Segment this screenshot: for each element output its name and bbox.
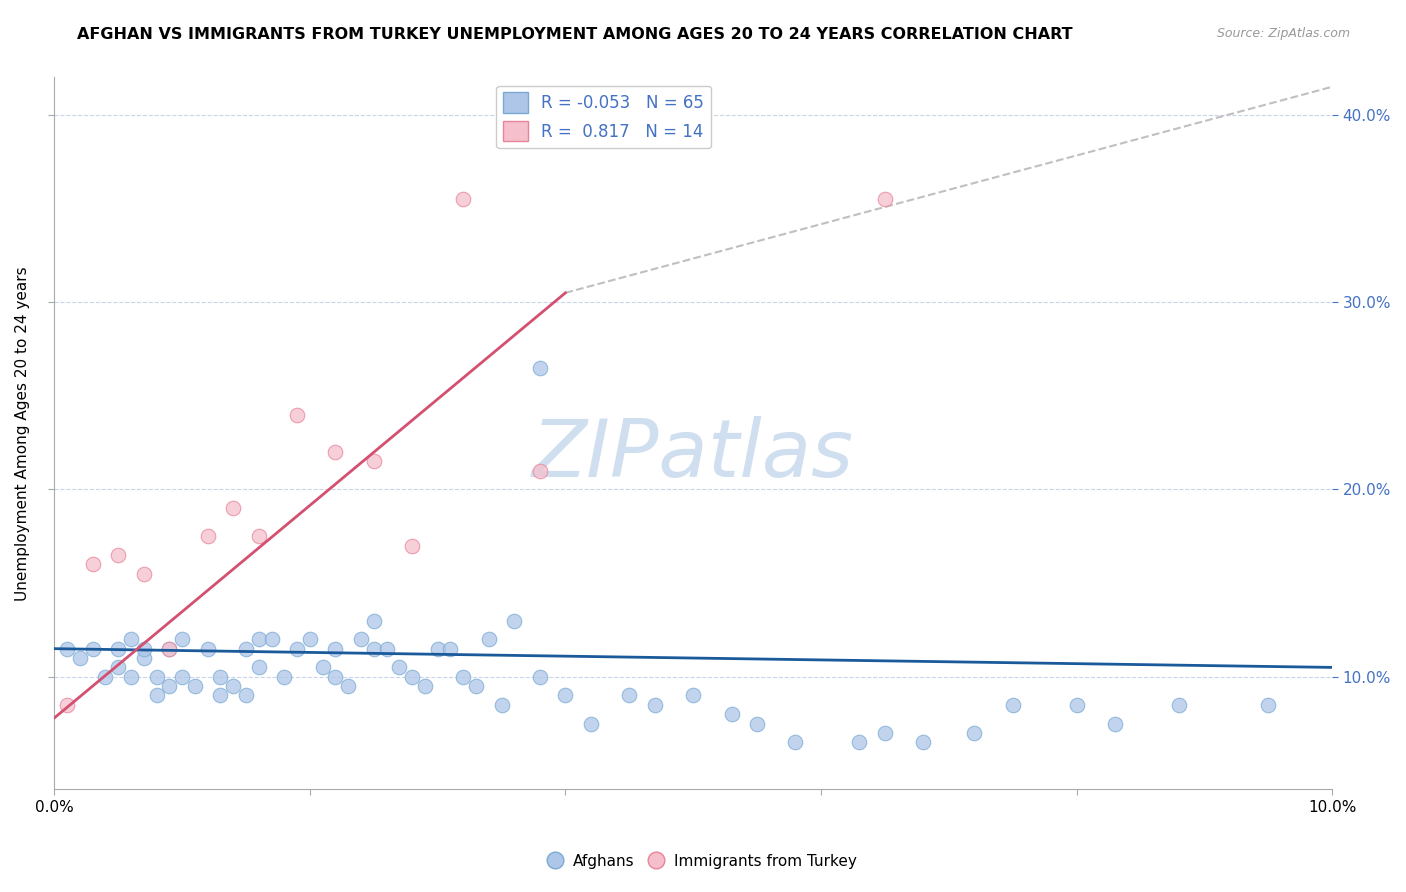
Point — [209, 670, 232, 684]
Point — [311, 660, 333, 674]
Point — [56, 641, 79, 656]
Point — [619, 689, 641, 703]
Point — [529, 464, 551, 478]
Point — [401, 539, 423, 553]
Point — [350, 632, 373, 647]
Point — [197, 641, 219, 656]
Point — [247, 660, 270, 674]
Point — [247, 632, 270, 647]
Point — [82, 641, 104, 656]
Point — [82, 558, 104, 572]
Point — [529, 360, 551, 375]
Point — [298, 632, 321, 647]
Point — [478, 632, 501, 647]
Legend: Afghans, Immigrants from Turkey: Afghans, Immigrants from Turkey — [543, 848, 863, 875]
Legend: R = -0.053   N = 65, R =  0.817   N = 14: R = -0.053 N = 65, R = 0.817 N = 14 — [496, 86, 711, 148]
Point — [451, 192, 474, 206]
Point — [1066, 698, 1088, 712]
Point — [235, 689, 257, 703]
Point — [745, 716, 768, 731]
Point — [325, 641, 347, 656]
Point — [120, 632, 142, 647]
Point — [222, 679, 245, 693]
Point — [579, 716, 602, 731]
Point — [107, 641, 129, 656]
Point — [1167, 698, 1189, 712]
Point — [1001, 698, 1024, 712]
Point — [120, 670, 142, 684]
Point — [491, 698, 513, 712]
Point — [132, 641, 155, 656]
Point — [439, 641, 461, 656]
Point — [222, 501, 245, 516]
Point — [145, 670, 167, 684]
Point — [209, 689, 232, 703]
Point — [375, 641, 398, 656]
Point — [184, 679, 207, 693]
Point — [529, 670, 551, 684]
Point — [912, 735, 935, 749]
Point — [426, 641, 449, 656]
Point — [56, 698, 79, 712]
Point — [785, 735, 807, 749]
Point — [260, 632, 283, 647]
Point — [273, 670, 295, 684]
Text: AFGHAN VS IMMIGRANTS FROM TURKEY UNEMPLOYMENT AMONG AGES 20 TO 24 YEARS CORRELAT: AFGHAN VS IMMIGRANTS FROM TURKEY UNEMPLO… — [77, 27, 1073, 42]
Point — [682, 689, 704, 703]
Point — [848, 735, 870, 749]
Point — [197, 529, 219, 543]
Point — [1257, 698, 1279, 712]
Y-axis label: Unemployment Among Ages 20 to 24 years: Unemployment Among Ages 20 to 24 years — [15, 266, 30, 600]
Point — [963, 726, 986, 740]
Point — [285, 408, 308, 422]
Point — [157, 679, 180, 693]
Point — [325, 670, 347, 684]
Point — [132, 566, 155, 581]
Point — [873, 726, 896, 740]
Point — [132, 651, 155, 665]
Point — [401, 670, 423, 684]
Point — [325, 445, 347, 459]
Point — [363, 454, 385, 468]
Point — [285, 641, 308, 656]
Point — [451, 670, 474, 684]
Point — [720, 707, 742, 722]
Point — [554, 689, 576, 703]
Point — [157, 641, 180, 656]
Point — [363, 614, 385, 628]
Point — [873, 192, 896, 206]
Point — [363, 641, 385, 656]
Point — [1104, 716, 1126, 731]
Point — [107, 660, 129, 674]
Point — [388, 660, 411, 674]
Point — [107, 548, 129, 562]
Point — [465, 679, 488, 693]
Point — [145, 689, 167, 703]
Point — [94, 670, 117, 684]
Point — [337, 679, 360, 693]
Point — [157, 641, 180, 656]
Point — [172, 632, 194, 647]
Point — [172, 670, 194, 684]
Text: ZIPatlas: ZIPatlas — [531, 416, 855, 493]
Point — [644, 698, 666, 712]
Point — [247, 529, 270, 543]
Text: Source: ZipAtlas.com: Source: ZipAtlas.com — [1216, 27, 1350, 40]
Point — [235, 641, 257, 656]
Point — [69, 651, 91, 665]
Point — [413, 679, 436, 693]
Point — [503, 614, 526, 628]
